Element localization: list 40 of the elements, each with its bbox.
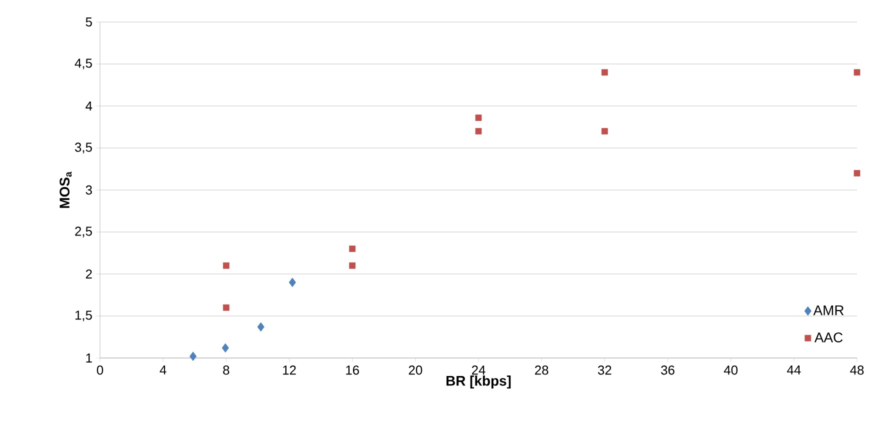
point bbox=[854, 69, 860, 76]
x-tick-label: 12 bbox=[283, 366, 296, 375]
point bbox=[257, 322, 264, 332]
x-tick-label: 16 bbox=[346, 366, 359, 375]
x-tick-label: 44 bbox=[787, 366, 801, 374]
legend-label: AAC bbox=[814, 332, 843, 342]
x-tick-label: 32 bbox=[598, 366, 612, 375]
x-tick-label: 24 bbox=[472, 366, 486, 375]
y-axis-title: MOS$_{a}$ bbox=[60, 172, 72, 208]
y-tick-label: 1 bbox=[86, 354, 92, 362]
point bbox=[222, 304, 230, 311]
x-tick-label: 28 bbox=[535, 366, 548, 375]
y-tick-label: 3,5 bbox=[74, 142, 92, 154]
x-tick-label: 48 bbox=[850, 366, 864, 375]
point bbox=[288, 278, 296, 288]
point bbox=[222, 343, 229, 353]
x-tick-label: 40 bbox=[724, 366, 738, 375]
point bbox=[222, 262, 230, 269]
point bbox=[601, 69, 608, 76]
y-tick-label: 4 bbox=[86, 102, 92, 110]
y-tick-label: 5 bbox=[86, 17, 92, 27]
point bbox=[475, 114, 482, 121]
point bbox=[189, 352, 197, 362]
x-tick-label: 4 bbox=[160, 366, 166, 374]
y-tick-label: 2,5 bbox=[75, 226, 92, 238]
x-tick-label: 8 bbox=[223, 366, 230, 375]
point bbox=[475, 128, 482, 134]
x-tick-label: 20 bbox=[408, 366, 422, 375]
x-tick-label: 36 bbox=[661, 366, 674, 375]
y-tick-label: 3 bbox=[86, 185, 92, 195]
legend-label: AMR bbox=[813, 305, 844, 316]
y-tick-label: 1,5 bbox=[75, 310, 92, 322]
point bbox=[349, 262, 356, 269]
x-tick-label: 0 bbox=[96, 366, 104, 375]
point bbox=[601, 128, 608, 134]
y-tick-label: 2 bbox=[86, 269, 92, 279]
point bbox=[854, 170, 860, 176]
y-tick-label: 4,5 bbox=[74, 58, 92, 70]
point bbox=[349, 246, 356, 252]
x-axis-title: BR [kbps] bbox=[446, 376, 511, 389]
